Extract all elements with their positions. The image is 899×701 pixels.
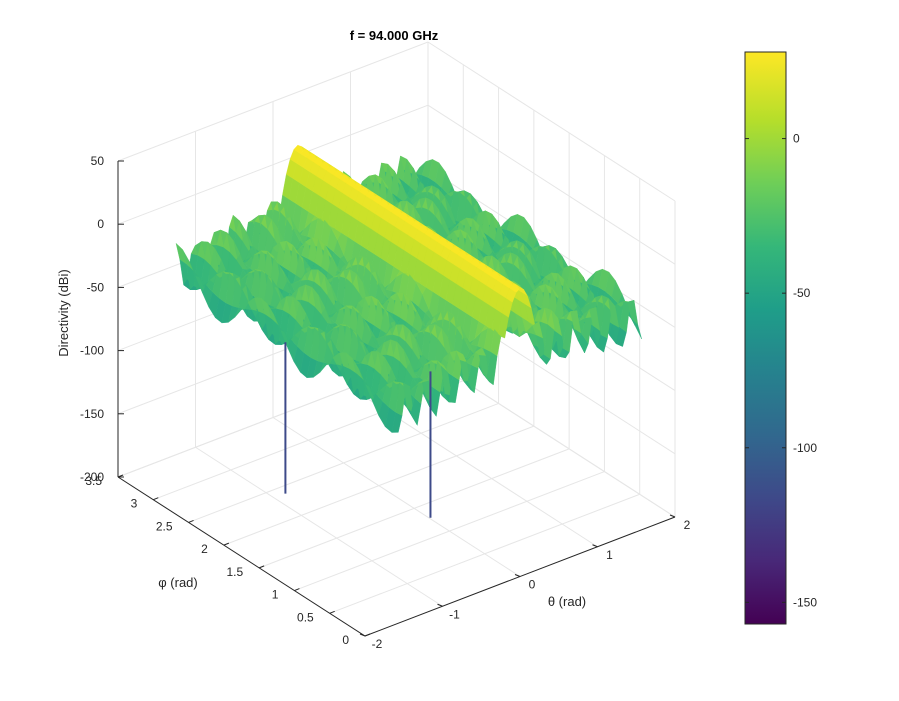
y-tick-label: 1.5 (226, 565, 243, 579)
y-tick-label: 0.5 (297, 610, 314, 624)
colorbar-ticks: -150 -100 -50 0 (745, 132, 817, 609)
y-tick-label: 2.5 (156, 519, 173, 533)
z-tick-label: -150 (80, 407, 104, 421)
colorbar-tick-label: -100 (793, 441, 817, 455)
x-axis-label: θ (rad) (548, 594, 586, 609)
x-tick-label: -2 (372, 637, 383, 651)
z-tick-label: 0 (97, 217, 104, 231)
colorbar-tick-label: -150 (793, 595, 817, 609)
axes-lines: -200 -150 -100 -50 0 50 0 0.5 1 1.5 2 2.5 3 3.5 -2 -1 0 1… (80, 154, 691, 651)
y-tick-label: 1 (272, 588, 279, 602)
y-tick-label: 2 (201, 542, 208, 556)
y-tick-label: 3 (131, 497, 138, 511)
x-tick-label: 0 (529, 578, 536, 592)
colorbar-tick-label: 0 (793, 132, 800, 146)
z-axis-label: Directivity (dBi) (56, 269, 71, 356)
chart-title: f = 94.000 GHz (350, 28, 439, 43)
x-tick-label: -1 (449, 607, 460, 621)
z-tick-label: -50 (87, 280, 105, 294)
z-tick-label: 50 (91, 154, 105, 168)
x-tick-label: 2 (684, 518, 691, 532)
y-axis-label: φ (rad) (158, 575, 198, 590)
x-tick-label: 1 (606, 548, 613, 562)
z-tick-label: -100 (80, 344, 104, 358)
colorbar-tick-label: -50 (793, 286, 811, 300)
colorbar (744, 51, 787, 625)
z-tick-label: -200 (80, 470, 104, 484)
y-tick-label: 0 (342, 633, 349, 647)
surface-patch (631, 318, 642, 340)
y-tick-label: 3.5 (85, 474, 102, 488)
surface (175, 144, 642, 518)
